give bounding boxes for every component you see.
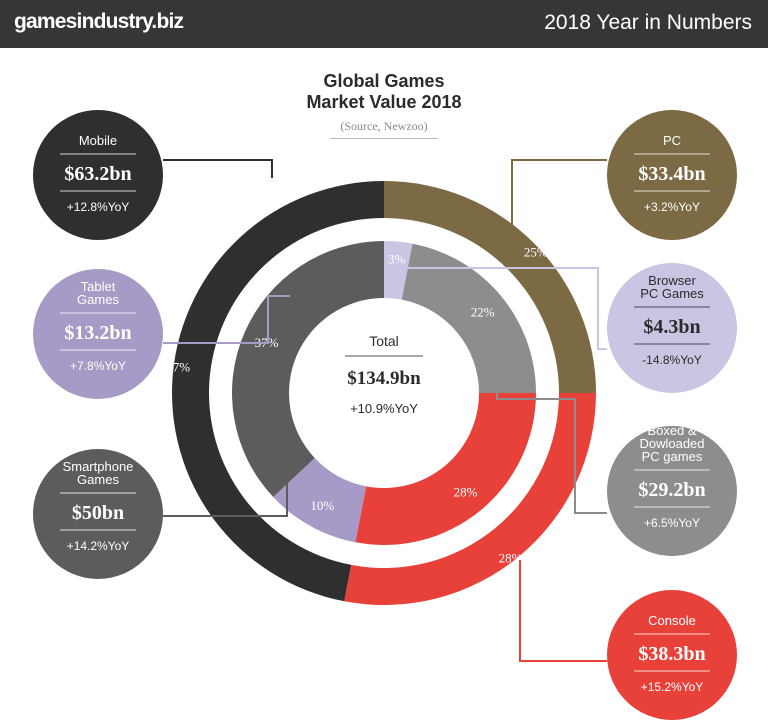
connector-line-browser [384,267,607,350]
connector-line-smartphone [163,476,288,517]
bubble-name: PC [663,133,681,148]
header-title: 2018 Year in Numbers [544,11,752,34]
connector-line-boxed [496,346,607,514]
bubble-circle-smartphone [33,449,163,579]
bubble-change: +7.8%YoY [70,359,126,373]
inner-percent-label: 10% [310,498,334,513]
bubble-change: -14.8%YoY [642,353,702,367]
bubble-change: +15.2%YoY [641,680,704,694]
outer-percent-label: 28% [499,550,523,565]
bubble-value: $33.4bn [638,163,705,185]
inner-slice-boxed [401,243,536,393]
bubble-name: Tablet [81,279,116,294]
inner-percent-label: 28% [454,485,478,500]
bubble-change: +3.2%YoY [644,200,700,214]
source-divider [330,138,438,139]
bubble-change: +12.8%YoY [67,200,130,214]
chart-title: Global Games Market Value 2018 [255,71,513,113]
connector-line-console [519,560,607,662]
header-bar: gamesindustry.biz 2018 Year in Numbers [0,0,768,48]
bubble-value: $50bn [72,502,124,524]
bubble-circle-mobile [33,110,163,240]
outer-percent-label: 25% [524,244,548,259]
total-change: +10.9%YoY [350,401,418,416]
outer-slice-pc [384,181,596,393]
bubble-circle-tablet [33,269,163,399]
bubble-name: Dowloaded [639,436,704,451]
bubble-value: $29.2bn [638,479,705,501]
bubble-value: $4.3bn [643,316,700,338]
bubble-pc: PC $33.4bn +3.2%YoY [607,110,737,240]
bubble-name: Mobile [79,133,117,148]
bubble-name: Browser [648,273,696,288]
bubble-name: PC Games [640,286,704,301]
inner-slice-browser [384,241,413,300]
bubble-value: $63.2bn [64,163,131,185]
bubble-name: PC games [642,449,703,464]
bubble-name: Boxed & [647,423,696,438]
outer-slice-console [344,393,596,605]
bubble-value: $38.3bn [638,643,705,665]
outer-slice-mobile [171,181,384,602]
bubble-change: +6.5%YoY [644,516,700,530]
outer-percent-label: 47% [166,359,190,374]
chart-source: (Source, Newzoo) [340,119,428,133]
bubble-circle-console [607,590,737,720]
connector-line-tablet [163,295,290,344]
bubble-circle-browser [607,263,737,393]
inner-slice-smartphone [232,241,384,498]
bubble-name: Games [77,472,119,487]
inner-percent-label: 3% [388,252,406,267]
bubble-circle-pc [607,110,737,240]
inner-slice-tablet [273,458,367,543]
bubble-console: Console $38.3bn +15.2%YoY [607,590,737,720]
bubble-name: Games [77,292,119,307]
connector-line-mobile [163,159,273,178]
total-value: $134.9bn [347,368,421,389]
inner-percent-label: 22% [471,304,495,319]
bubble-circle-boxed [607,426,737,556]
bubble-mobile: Mobile $63.2bn +12.8%YoY [33,110,163,240]
bubble-name: Console [648,613,696,628]
connector-line-pc [511,159,607,230]
bubble-name: Smartphone [63,459,134,474]
total-label: Total [369,333,399,349]
brand-logo: gamesindustry.biz [14,10,184,33]
chart-title-line1: Global Games [323,71,445,91]
chart-title-line2: Market Value 2018 [306,92,462,112]
bubble-change: +14.2%YoY [67,539,130,553]
inner-slice-console [355,393,537,546]
bubble-value: $13.2bn [64,322,131,344]
